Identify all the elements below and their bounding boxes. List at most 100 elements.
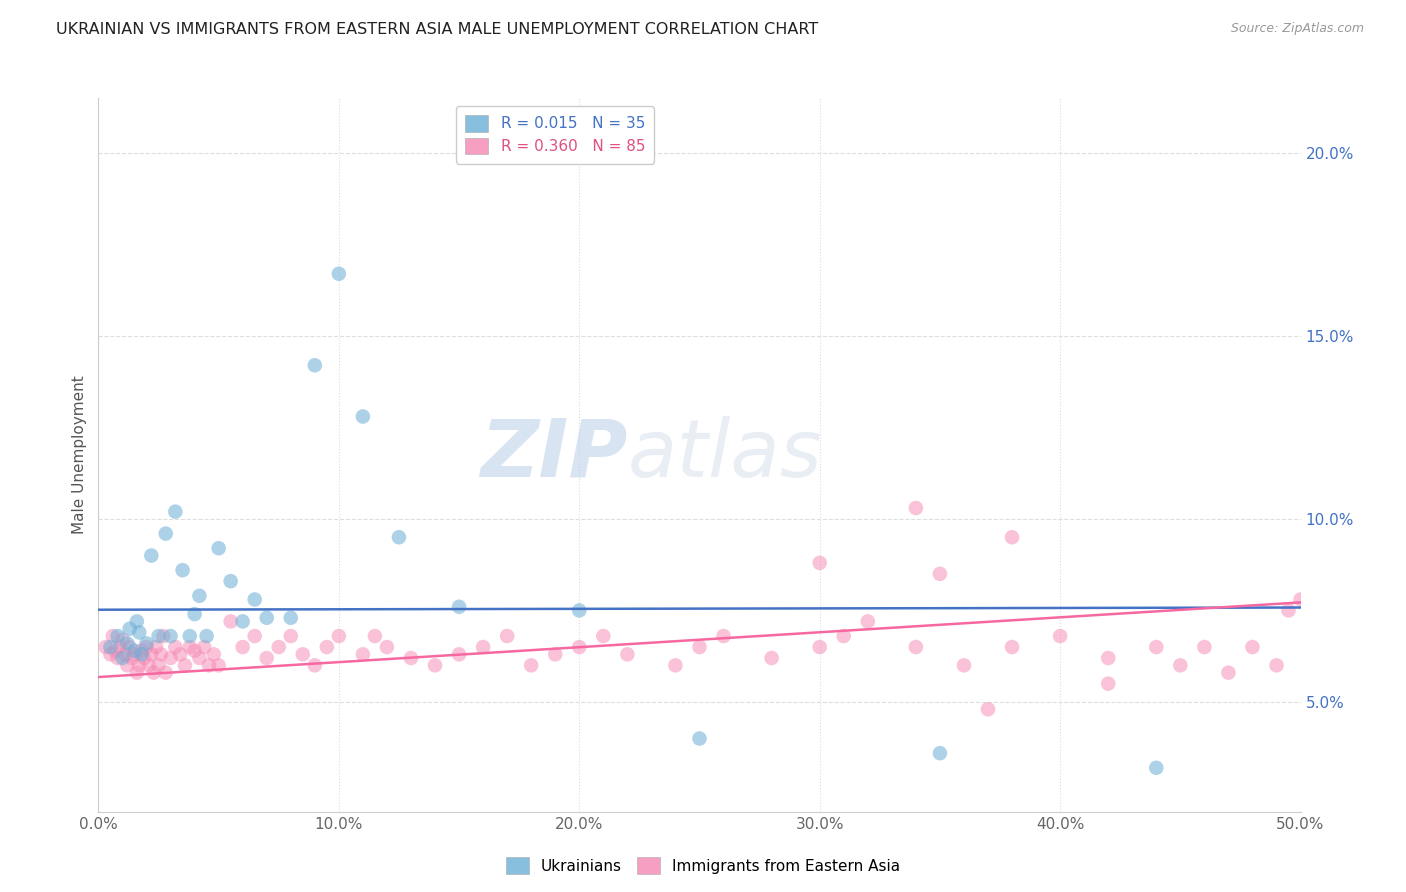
Point bbox=[1049, 629, 1071, 643]
Point bbox=[104, 643, 127, 657]
Point bbox=[141, 648, 163, 662]
Point bbox=[1289, 592, 1312, 607]
Point bbox=[1001, 640, 1024, 654]
Point bbox=[124, 648, 146, 662]
Point bbox=[689, 640, 711, 654]
Point bbox=[107, 629, 129, 643]
Point bbox=[117, 636, 139, 650]
Point bbox=[689, 731, 711, 746]
Text: UKRAINIAN VS IMMIGRANTS FROM EASTERN ASIA MALE UNEMPLOYMENT CORRELATION CHART: UKRAINIAN VS IMMIGRANTS FROM EASTERN ASI… bbox=[56, 22, 818, 37]
Point bbox=[114, 648, 136, 662]
Point bbox=[664, 658, 686, 673]
Point bbox=[904, 500, 927, 515]
Point bbox=[174, 658, 197, 673]
Point bbox=[808, 556, 831, 570]
Point bbox=[188, 589, 211, 603]
Point bbox=[375, 640, 398, 654]
Point bbox=[128, 625, 150, 640]
Point bbox=[928, 746, 950, 760]
Point bbox=[100, 640, 122, 654]
Point bbox=[761, 651, 783, 665]
Text: Source: ZipAtlas.com: Source: ZipAtlas.com bbox=[1230, 22, 1364, 36]
Point bbox=[1170, 658, 1192, 673]
Point bbox=[808, 640, 831, 654]
Point bbox=[399, 651, 422, 665]
Point bbox=[195, 629, 218, 643]
Point bbox=[131, 648, 153, 662]
Point bbox=[125, 665, 148, 680]
Point bbox=[520, 658, 543, 673]
Point bbox=[904, 640, 927, 654]
Point bbox=[172, 563, 194, 577]
Point bbox=[423, 658, 446, 673]
Point bbox=[232, 640, 254, 654]
Point bbox=[179, 629, 201, 643]
Point bbox=[111, 632, 134, 647]
Point bbox=[832, 629, 855, 643]
Point bbox=[202, 648, 225, 662]
Point bbox=[118, 622, 141, 636]
Point bbox=[148, 629, 170, 643]
Point bbox=[977, 702, 1000, 716]
Point bbox=[94, 640, 117, 654]
Point bbox=[328, 629, 350, 643]
Point bbox=[243, 629, 266, 643]
Point bbox=[291, 648, 314, 662]
Point bbox=[1194, 640, 1216, 654]
Point bbox=[148, 658, 170, 673]
Point bbox=[447, 648, 470, 662]
Point bbox=[125, 615, 148, 629]
Point bbox=[155, 665, 177, 680]
Point bbox=[159, 629, 181, 643]
Point bbox=[100, 648, 122, 662]
Point bbox=[124, 643, 146, 657]
Point bbox=[219, 574, 242, 589]
Point bbox=[1218, 665, 1240, 680]
Point bbox=[243, 592, 266, 607]
Point bbox=[131, 643, 153, 657]
Point bbox=[145, 640, 167, 654]
Text: atlas: atlas bbox=[627, 416, 823, 494]
Point bbox=[1001, 530, 1024, 544]
Point bbox=[159, 651, 181, 665]
Point bbox=[107, 651, 129, 665]
Point bbox=[117, 658, 139, 673]
Point bbox=[953, 658, 976, 673]
Point bbox=[315, 640, 337, 654]
Point bbox=[928, 566, 950, 581]
Text: ZIP: ZIP bbox=[479, 416, 627, 494]
Point bbox=[165, 505, 187, 519]
Legend: R = 0.015   N = 35, R = 0.360   N = 85: R = 0.015 N = 35, R = 0.360 N = 85 bbox=[456, 106, 654, 163]
Point bbox=[280, 611, 302, 625]
Point bbox=[208, 541, 231, 556]
Point bbox=[1277, 603, 1299, 617]
Point bbox=[1241, 640, 1264, 654]
Point bbox=[256, 651, 278, 665]
Point bbox=[568, 640, 591, 654]
Point bbox=[155, 526, 177, 541]
Point bbox=[267, 640, 290, 654]
Point bbox=[108, 640, 131, 654]
Point bbox=[141, 549, 163, 563]
Point bbox=[179, 640, 201, 654]
Point bbox=[169, 648, 191, 662]
Point bbox=[1265, 658, 1288, 673]
Point bbox=[193, 640, 215, 654]
Point bbox=[856, 615, 879, 629]
Point bbox=[128, 658, 150, 673]
Point bbox=[304, 358, 326, 372]
Point bbox=[256, 611, 278, 625]
Point bbox=[152, 629, 174, 643]
Point bbox=[198, 658, 221, 673]
Point bbox=[118, 640, 141, 654]
Point bbox=[135, 636, 157, 650]
Point bbox=[208, 658, 231, 673]
Legend: Ukrainians, Immigrants from Eastern Asia: Ukrainians, Immigrants from Eastern Asia bbox=[499, 851, 907, 880]
Point bbox=[592, 629, 614, 643]
Point bbox=[142, 665, 165, 680]
Point bbox=[1144, 640, 1167, 654]
Point bbox=[280, 629, 302, 643]
Point bbox=[447, 599, 470, 614]
Point bbox=[364, 629, 387, 643]
Point bbox=[1097, 676, 1119, 690]
